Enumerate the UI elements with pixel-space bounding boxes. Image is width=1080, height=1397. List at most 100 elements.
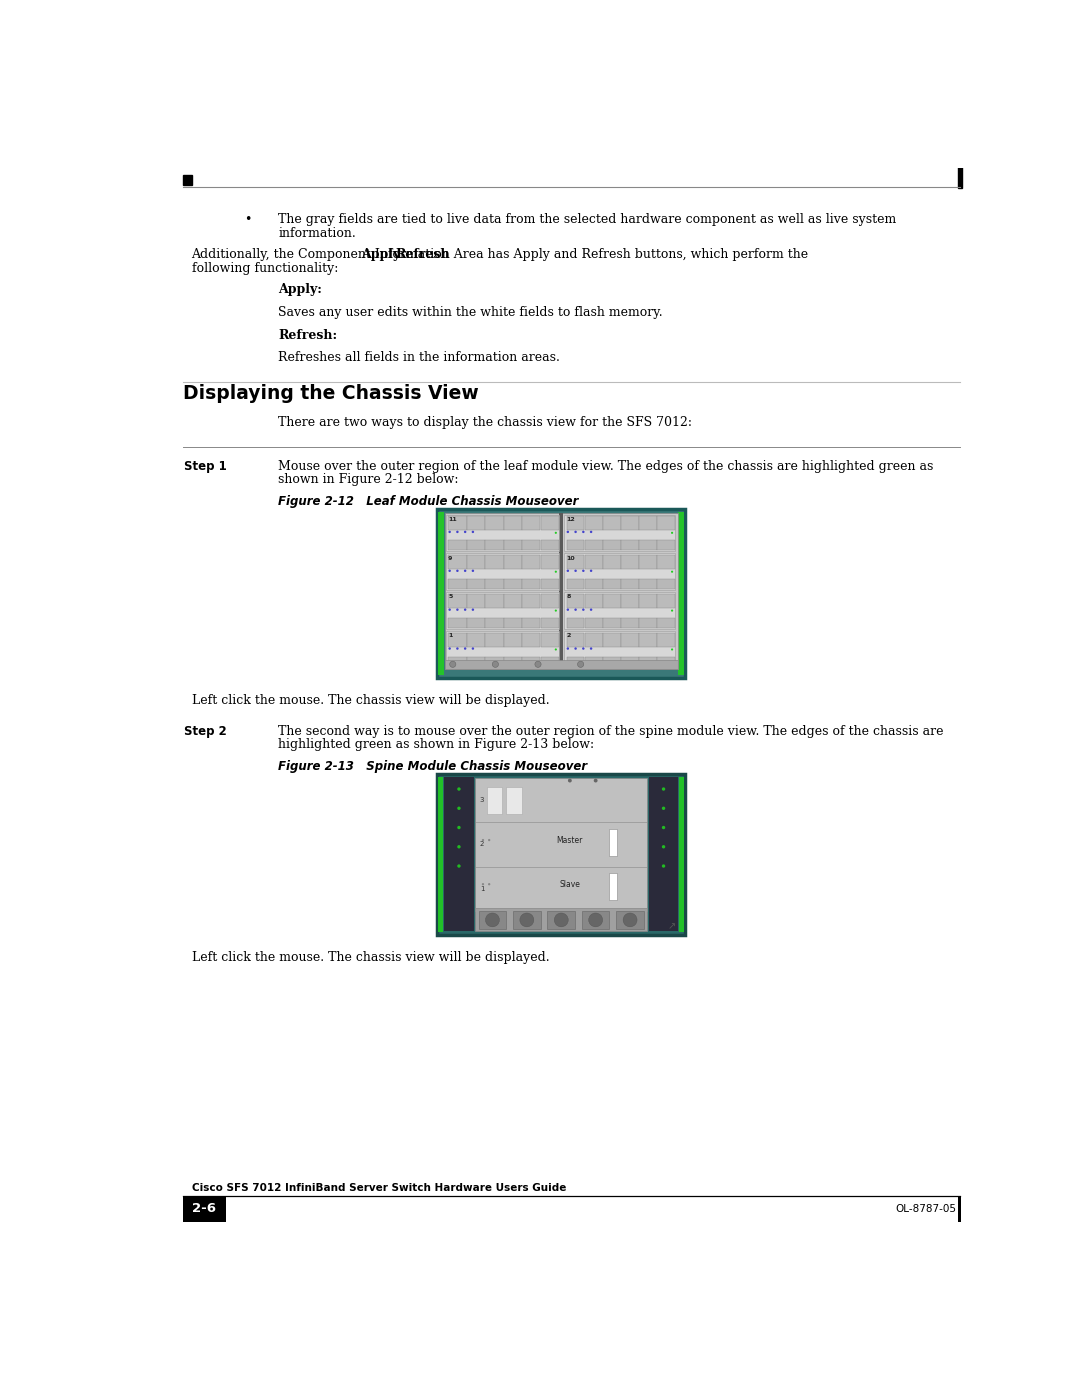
Circle shape [456, 531, 459, 534]
Bar [485, 541, 503, 550]
Bar [487, 787, 502, 813]
Circle shape [578, 661, 583, 668]
Bar [678, 511, 685, 675]
Circle shape [662, 826, 665, 830]
Text: The second way is to mouse over the outer region of the spine module view. The e: The second way is to mouse over the oute… [279, 725, 944, 738]
Circle shape [567, 647, 569, 650]
Circle shape [589, 914, 603, 926]
Text: Displaying the Chassis View: Displaying the Chassis View [183, 384, 478, 402]
Text: shown in Figure 2-12 below:: shown in Figure 2-12 below: [279, 474, 459, 486]
Bar [437, 774, 685, 936]
Text: 8: 8 [566, 595, 570, 599]
Bar [564, 631, 675, 668]
Text: Figure 2-13   Spine Module Chassis Mouseover: Figure 2-13 Spine Module Chassis Mouseov… [279, 760, 588, 773]
Bar [559, 513, 563, 669]
Circle shape [448, 570, 450, 571]
Bar [567, 633, 584, 647]
Circle shape [575, 570, 577, 571]
Bar [567, 657, 584, 666]
Bar [438, 511, 444, 675]
Bar [603, 594, 621, 608]
Circle shape [456, 609, 459, 610]
Text: There are two ways to display the chassis view for the SFS 7012:: There are two ways to display the chassi… [279, 416, 692, 429]
Circle shape [472, 531, 474, 534]
Bar [541, 633, 559, 647]
Bar [467, 617, 485, 629]
Circle shape [464, 647, 467, 650]
Bar [438, 777, 444, 932]
Circle shape [555, 570, 557, 573]
Bar [621, 617, 639, 629]
Bar [639, 556, 657, 569]
Bar [485, 517, 503, 531]
Bar [658, 578, 675, 590]
Bar [603, 578, 621, 590]
Bar [485, 556, 503, 569]
Text: 1: 1 [480, 886, 484, 891]
Bar [582, 911, 609, 929]
Bar [504, 657, 522, 666]
Bar [585, 617, 603, 629]
Bar [958, 166, 961, 189]
Bar [541, 657, 559, 666]
Text: 9: 9 [448, 556, 453, 560]
Bar [658, 594, 675, 608]
Circle shape [582, 647, 584, 650]
Circle shape [449, 661, 456, 668]
Circle shape [567, 570, 569, 571]
Bar [448, 578, 467, 590]
Bar [639, 617, 657, 629]
Bar [639, 541, 657, 550]
Bar [504, 541, 522, 550]
Circle shape [457, 865, 461, 868]
Bar [585, 541, 603, 550]
Bar [504, 594, 522, 608]
Circle shape [457, 845, 461, 848]
Bar [541, 517, 559, 531]
Circle shape [623, 914, 637, 926]
Circle shape [671, 648, 673, 651]
Text: 2: 2 [480, 841, 484, 848]
Bar [567, 556, 584, 569]
Bar [567, 541, 584, 550]
Bar [478, 911, 507, 929]
Text: highlighted green as shown in Figure 2-13 below:: highlighted green as shown in Figure 2-1… [279, 738, 594, 752]
Bar [467, 657, 485, 666]
Bar [445, 513, 677, 669]
Bar [467, 578, 485, 590]
Circle shape [492, 661, 499, 668]
Bar [658, 517, 675, 531]
Bar [504, 617, 522, 629]
Bar [523, 617, 540, 629]
Bar [504, 556, 522, 569]
Bar [621, 657, 639, 666]
Bar [467, 541, 485, 550]
Bar [541, 541, 559, 550]
Bar [585, 556, 603, 569]
Circle shape [456, 647, 459, 650]
Circle shape [590, 647, 592, 650]
Bar [523, 541, 540, 550]
Bar [548, 911, 575, 929]
Bar [541, 556, 559, 569]
Text: Figure 2-12   Leaf Module Chassis Mouseover: Figure 2-12 Leaf Module Chassis Mouseove… [279, 495, 579, 509]
Circle shape [671, 570, 673, 573]
Text: 2-6: 2-6 [192, 1203, 216, 1215]
Text: ↗: ↗ [667, 922, 676, 932]
Circle shape [575, 531, 577, 534]
Bar [567, 617, 584, 629]
Bar [448, 556, 467, 569]
Bar [467, 633, 485, 647]
Text: 1: 1 [448, 633, 453, 638]
Bar [567, 517, 584, 531]
Circle shape [464, 570, 467, 571]
Bar [485, 594, 503, 608]
Bar [444, 778, 474, 932]
Bar [541, 617, 559, 629]
Bar [564, 553, 675, 590]
Bar [475, 778, 647, 911]
Circle shape [554, 914, 568, 926]
Bar [658, 633, 675, 647]
Circle shape [568, 778, 571, 782]
Text: Refresh:: Refresh: [279, 328, 337, 342]
